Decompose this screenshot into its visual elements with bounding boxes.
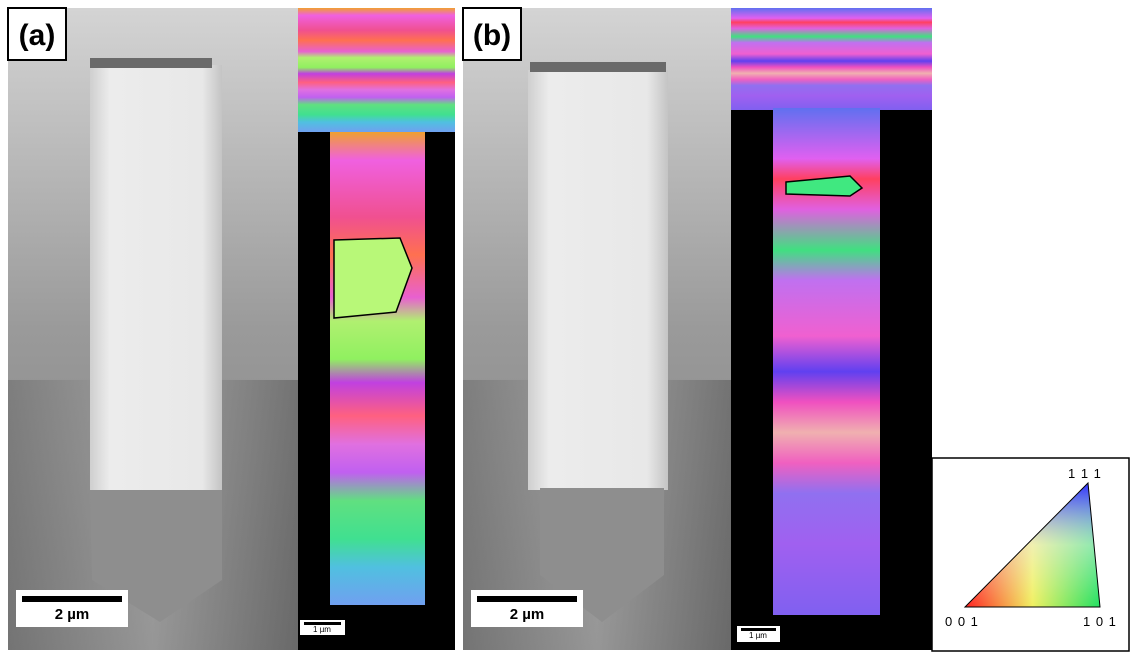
- pillar-top: [90, 58, 212, 68]
- sem-image-a: (a) 2 µm: [8, 8, 298, 650]
- ebsd-top: [731, 8, 932, 110]
- ebsd-map-a: 1 µm: [298, 8, 455, 650]
- scale-bar: [22, 596, 122, 602]
- scale-bar-label: 1 µm: [749, 631, 767, 640]
- scale-bar-label: 1 µm: [313, 625, 331, 634]
- panel-label: (a): [19, 19, 56, 52]
- scale-bar: [477, 596, 577, 602]
- figure: (a) 2 µm 1 µm (b) 2 µm 1 µm: [0, 0, 1130, 652]
- ebsd-pillar: [330, 132, 425, 605]
- pillar: [90, 65, 222, 490]
- sem-image-b: (b) 2 µm: [463, 8, 731, 650]
- ebsd-map-b: 1 µm: [731, 8, 932, 650]
- pillar: [528, 70, 668, 490]
- corner-label: 1 0 1: [1083, 614, 1117, 629]
- scale-bar-label: 2 µm: [510, 606, 545, 623]
- corner-label: 1 1 1: [1068, 466, 1102, 481]
- pillar-top: [530, 62, 666, 72]
- ebsd-top: [298, 8, 455, 132]
- scale-bar-label: 2 µm: [55, 606, 90, 623]
- corner-label: 0 0 1: [945, 614, 979, 629]
- panel-label: (b): [473, 19, 511, 52]
- ipf-legend: 0 0 1 1 0 1 1 1 1: [932, 458, 1129, 651]
